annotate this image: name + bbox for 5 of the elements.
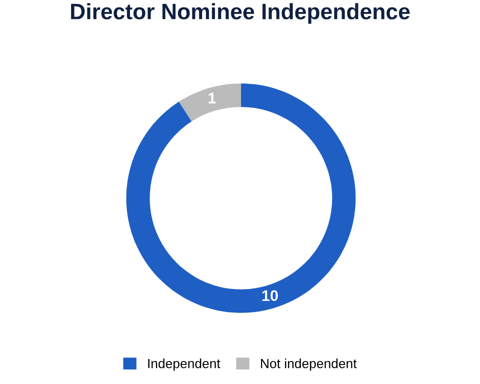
legend-label: Independent <box>148 358 220 371</box>
chart-title: Director Nominee Independence <box>71 3 410 24</box>
data-label: 1 <box>208 92 216 104</box>
legend-label: Not independent <box>261 358 357 371</box>
data-label: 10 <box>262 290 278 302</box>
